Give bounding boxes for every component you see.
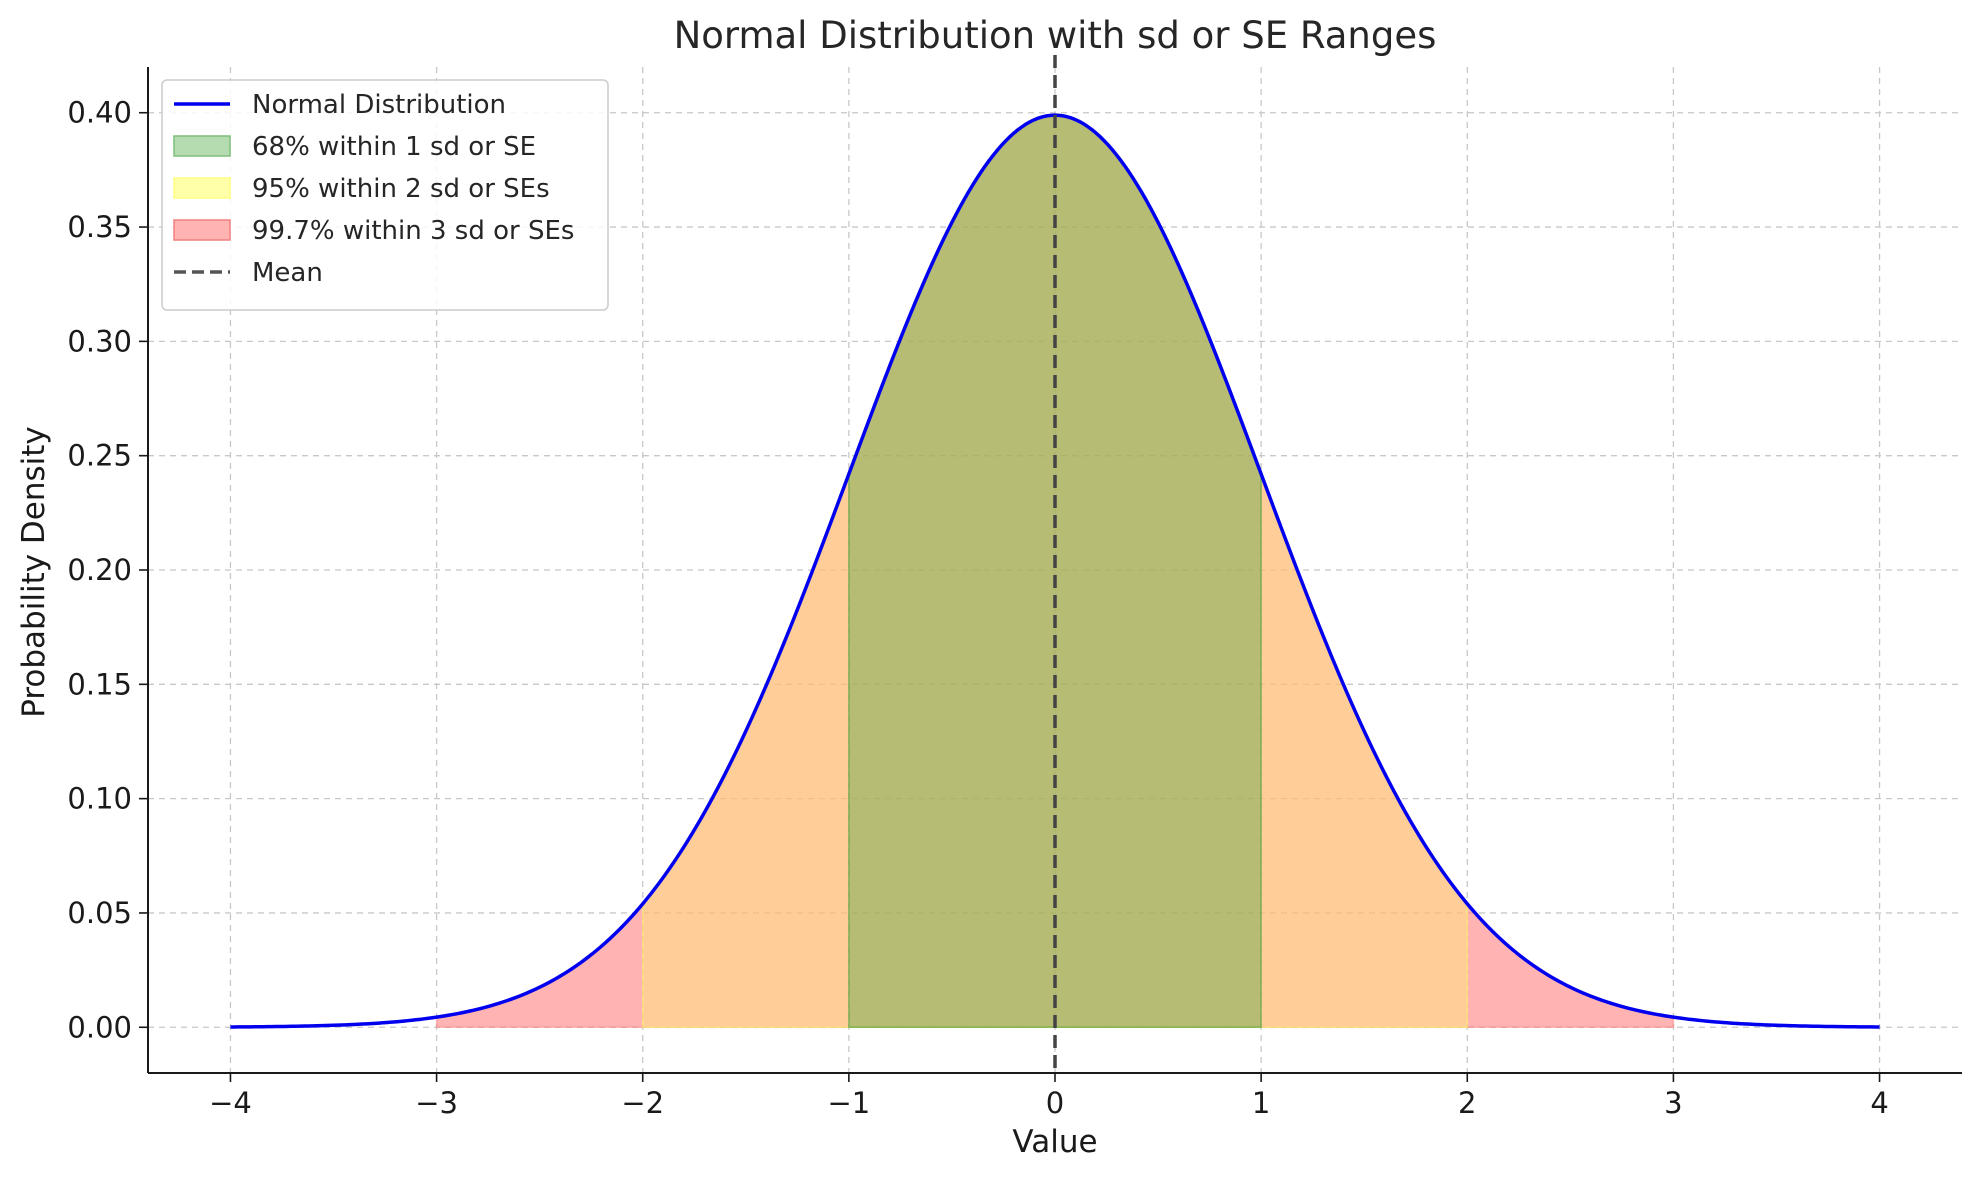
chart-title: Normal Distribution with sd or SE Ranges xyxy=(674,14,1437,57)
y-tick-label-8: 0.40 xyxy=(67,96,132,130)
y-tick-label-0: 0.00 xyxy=(67,1010,132,1044)
legend-key-1sd xyxy=(173,135,231,157)
x-tick-label-2: −2 xyxy=(621,1086,664,1120)
x-tick-label-5: 1 xyxy=(1252,1086,1270,1120)
legend-box xyxy=(161,79,609,311)
y-axis-label: Probability Density xyxy=(16,426,52,718)
x-tick-label-8: 4 xyxy=(1870,1086,1888,1120)
y-tick-label-3: 0.15 xyxy=(67,667,132,701)
curve-layer xyxy=(230,55,1880,1073)
legend-label-mean: Mean xyxy=(252,258,323,288)
y-tick-label-1: 0.05 xyxy=(67,896,132,930)
legend-label-1sd: 68% within 1 sd or SE xyxy=(252,132,536,162)
x-tick-label-1: −3 xyxy=(415,1086,458,1120)
y-tick-label-2: 0.10 xyxy=(67,782,132,816)
legend: Normal Distribution 68% within 1 sd or SE… xyxy=(161,79,609,311)
y-tick-label-5: 0.25 xyxy=(67,439,132,473)
x-tick-label-6: 2 xyxy=(1458,1086,1476,1120)
shaded-bands xyxy=(435,114,1675,1029)
legend-key-2sd xyxy=(173,177,231,199)
tick-labels: −4 −3 −2 −1 0 1 2 3 4 0.00 0.05 0.10 0.15 0.20 0.25 0.3… xyxy=(67,96,1888,1120)
x-tick-label-4: 0 xyxy=(1046,1086,1064,1120)
x-tick-label-3: −1 xyxy=(827,1086,870,1120)
legend-label-3sd: 99.7% within 3 sd or SEs xyxy=(252,216,574,246)
y-tick-label-6: 0.30 xyxy=(67,324,132,358)
legend-label-2sd: 95% within 2 sd or SEs xyxy=(252,174,550,204)
x-tick-label-0: −4 xyxy=(209,1086,252,1120)
legend-label-curve: Normal Distribution xyxy=(252,90,506,120)
legend-key-3sd xyxy=(173,219,231,241)
x-tick-label-7: 3 xyxy=(1664,1086,1682,1120)
y-tick-label-4: 0.20 xyxy=(67,553,132,587)
y-tick-label-7: 0.35 xyxy=(67,210,132,244)
band-1sd xyxy=(848,114,1262,1029)
x-axis-label: Value xyxy=(1012,1124,1097,1160)
